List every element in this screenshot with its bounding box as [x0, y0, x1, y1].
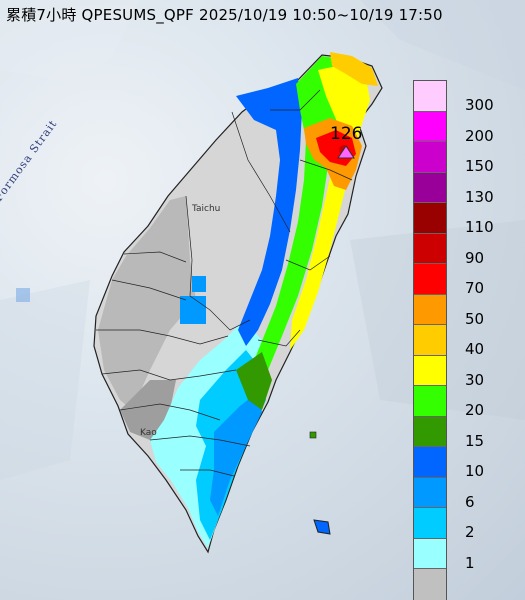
- western-plain: [98, 196, 196, 410]
- legend-swatch: [414, 172, 446, 203]
- legend-swatch: [414, 81, 446, 112]
- county-borders: [96, 89, 353, 477]
- legend-label: 6: [465, 492, 475, 511]
- legend-swatch: [414, 477, 446, 508]
- legend-label: 130: [465, 187, 494, 206]
- legend-label: 30: [465, 370, 485, 389]
- city-label-kaohsiung: Kao: [140, 428, 157, 438]
- legend-swatch: [414, 508, 446, 539]
- legend-swatch: [414, 325, 446, 356]
- rain-blue-south: [210, 392, 262, 516]
- rain-east-darkgreen: [236, 352, 272, 410]
- legend-swatch: [414, 111, 446, 142]
- legend-swatch: [414, 386, 446, 417]
- legend-label: 70: [465, 279, 485, 297]
- legend-label: 200: [465, 126, 494, 145]
- legend-label: 90: [465, 248, 485, 267]
- legend-scale: [413, 80, 447, 600]
- legend-label: 150: [465, 157, 494, 175]
- legend-label: 2: [465, 523, 475, 541]
- legend-swatch: [414, 142, 446, 173]
- legend-swatch: [414, 294, 446, 325]
- rain-patch-central-2: [192, 276, 206, 292]
- legend-label: 50: [465, 309, 485, 328]
- legend-label: 1: [465, 553, 475, 572]
- legend-label: 40: [465, 340, 485, 358]
- legend-label: 15: [465, 431, 485, 450]
- legend-label: 20: [465, 401, 485, 419]
- legend-swatch: [414, 447, 446, 478]
- legend-swatch: [414, 233, 446, 264]
- penghu-islands: [16, 288, 30, 302]
- legend-swatch: [414, 416, 446, 447]
- rain-north-tip: [330, 52, 378, 86]
- legend-label: 300: [465, 96, 494, 114]
- legend-swatch: [414, 538, 446, 569]
- max-value-label: 126: [330, 124, 363, 144]
- max-marker-icon: [337, 145, 355, 159]
- island-turtle: [309, 431, 317, 439]
- legend-label: 10: [465, 462, 485, 480]
- legend-swatch: [414, 355, 446, 386]
- legend-swatch: [414, 264, 446, 295]
- legend-swatch: [414, 203, 446, 234]
- legend-label: 110: [465, 218, 494, 236]
- city-label-taichung: Taichu: [192, 204, 221, 214]
- legend-swatch: [414, 569, 446, 600]
- rain-patch-central: [180, 296, 206, 324]
- rain-east-blue: [236, 78, 302, 346]
- page-title: 累積7小時 QPESUMS_QPF 2025/10/19 10:50~10/19…: [6, 6, 443, 24]
- island-green: [313, 519, 331, 535]
